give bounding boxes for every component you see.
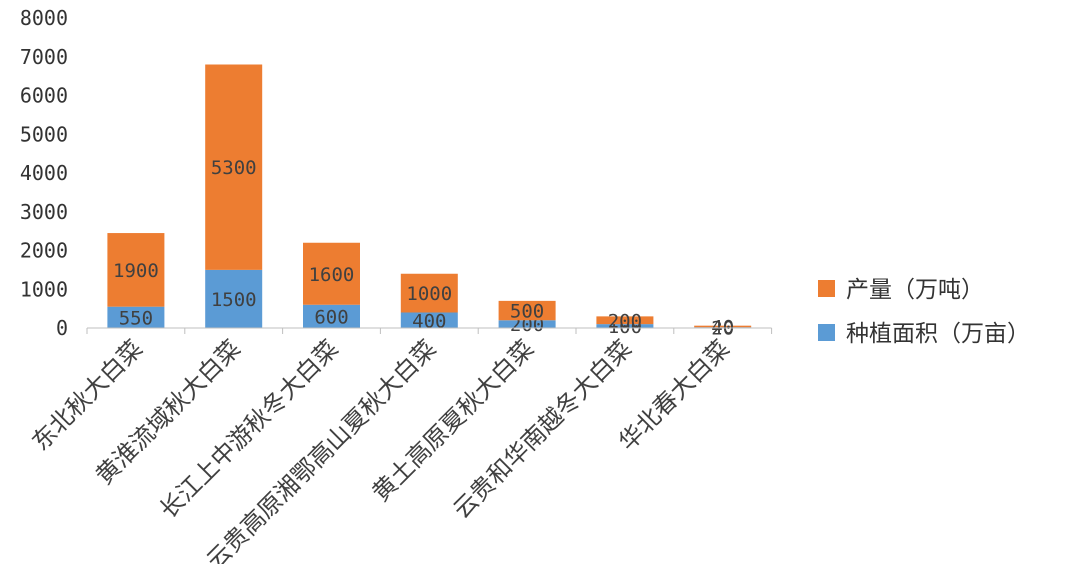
data-label: 40 bbox=[711, 316, 734, 338]
data-label: 550 bbox=[119, 307, 153, 329]
bar-segment-area bbox=[205, 269, 263, 328]
bar-segment-area bbox=[107, 306, 165, 328]
x-category-label: 黄土高原夏秋大白菜 bbox=[367, 334, 540, 507]
bar-segment-area bbox=[400, 312, 458, 328]
data-label: 600 bbox=[314, 306, 348, 328]
bar-segment-area bbox=[498, 320, 556, 328]
x-axis: 东北秋大白菜黄淮流域秋大白菜长江上中游秋冬大白菜云贵高原湘鄂高山夏秋大白菜黄土高… bbox=[27, 327, 773, 564]
y-axis: 0 1000 2000 3000 4000 5000 6000 7000 8000 bbox=[20, 6, 68, 340]
data-label: 1600 bbox=[309, 264, 355, 286]
bar-segment-area bbox=[303, 304, 360, 328]
legend-label: 种植面积（万亩） bbox=[846, 321, 1030, 347]
bar-segment-yield bbox=[303, 242, 360, 305]
data-label: 200 bbox=[608, 310, 642, 332]
data-label: 1000 bbox=[406, 283, 452, 305]
data-label: 1900 bbox=[113, 260, 159, 282]
y-tick-label: 3000 bbox=[20, 200, 68, 224]
y-tick-label: 7000 bbox=[20, 45, 68, 69]
bar-segment-yield bbox=[596, 316, 654, 325]
y-tick-label: 1000 bbox=[20, 277, 68, 301]
bar-segment-yield bbox=[107, 233, 165, 307]
y-tick-label: 2000 bbox=[20, 239, 68, 263]
legend-swatch bbox=[818, 280, 835, 297]
data-label: 1500 bbox=[211, 289, 257, 311]
y-tick-label: 4000 bbox=[20, 161, 68, 185]
bar-segment-yield bbox=[694, 325, 752, 328]
bar-segment-yield bbox=[400, 273, 458, 313]
legend-swatch bbox=[818, 324, 835, 341]
bar-segment-yield bbox=[498, 300, 556, 321]
legend-label: 产量（万吨） bbox=[846, 277, 984, 303]
data-label: 500 bbox=[510, 301, 544, 323]
y-tick-label: 8000 bbox=[20, 6, 68, 30]
x-category-label: 云贵和华南越冬大白菜 bbox=[448, 334, 638, 524]
bar-segment-yield bbox=[205, 64, 263, 270]
y-tick-label: 5000 bbox=[20, 122, 68, 146]
bar-segment-area bbox=[596, 324, 654, 328]
x-category-label: 长江上中游秋冬大白菜 bbox=[154, 334, 344, 524]
bars: 5501900150053006001600400100020050010020… bbox=[107, 64, 752, 340]
legend: 产量（万吨） 种植面积（万亩） bbox=[818, 277, 1030, 347]
data-label: 400 bbox=[412, 310, 446, 332]
y-tick-label: 6000 bbox=[20, 84, 68, 108]
y-tick-label: 0 bbox=[56, 316, 68, 340]
data-label: 20 bbox=[711, 318, 734, 340]
data-label: 5300 bbox=[211, 157, 257, 179]
